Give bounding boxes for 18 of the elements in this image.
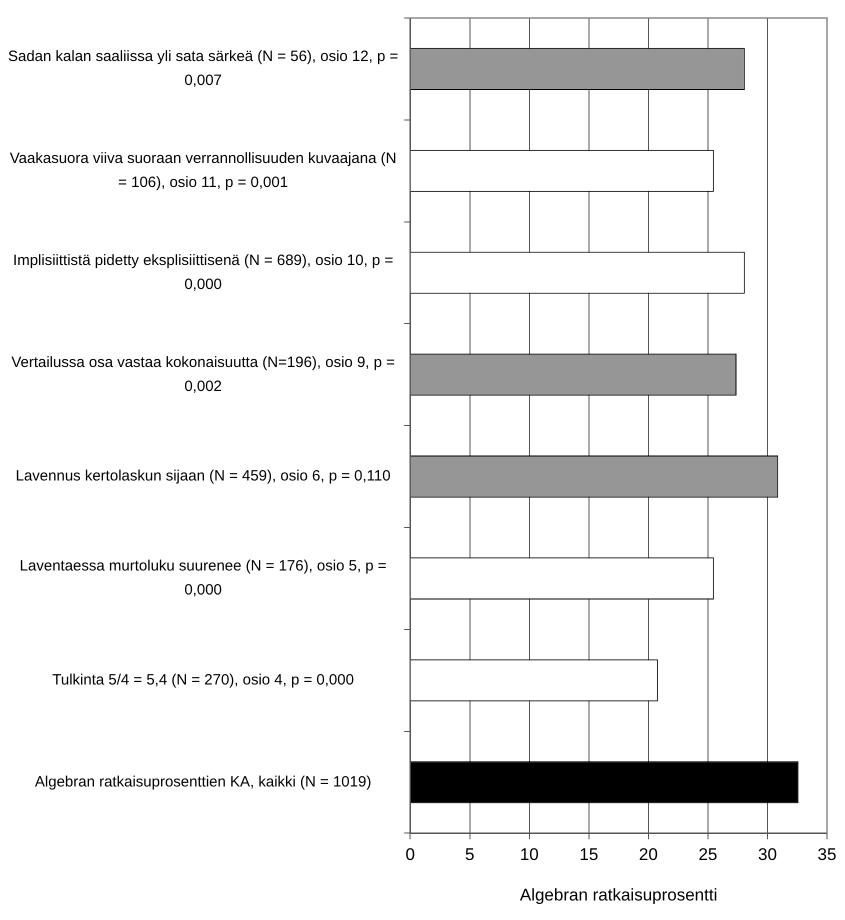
y-tick-label: Tulkinta 5/4 = 5,4 (N = 270), osio 4, p = 0,000 (52, 671, 354, 688)
x-tick-label: 25 (698, 845, 718, 864)
x-tick-label: 15 (579, 845, 598, 864)
x-tick-label: 10 (520, 845, 539, 864)
x-axis-title: Algebran ratkaisuprosentti (520, 885, 718, 904)
y-tick-label: Laventaessa murtoluku suurenee (N = 176), osio 5, p = 0,000 (20, 558, 387, 599)
y-tick-label: Algebran ratkaisuprosenttien KA, kaikki (N = 1019) (34, 773, 372, 790)
x-tick-label: 0 (405, 845, 415, 864)
x-tick-label: 20 (638, 845, 658, 864)
y-tick-label: Vertailussa osa vastaa kokonaisuutta (N=196), osio 9, p = 0,002 (11, 354, 396, 395)
y-tick-label: Lavennus kertolaskun sijaan (N = 459), osio 6, p = 0,110 (16, 468, 391, 485)
x-tick-label: 30 (758, 845, 777, 864)
bar (410, 761, 798, 804)
y-tick-label: Implisiittistä pidetty eksplisiittisenä (N = 689), osio 10, p = 0,000 (13, 252, 394, 293)
y-tick-label: Vaakasuora viiva suoraan verrannollisuuden kuvaajana (N = 106), osio 11, p = 0,001 (10, 150, 396, 191)
x-tick-label: 35 (818, 845, 836, 864)
x-tick-label: 5 (465, 845, 474, 864)
y-tick-label: Sadan kalan saaliissa yli sata särkeä (N = 56), osio 12, p = 0,007 (8, 48, 398, 90)
